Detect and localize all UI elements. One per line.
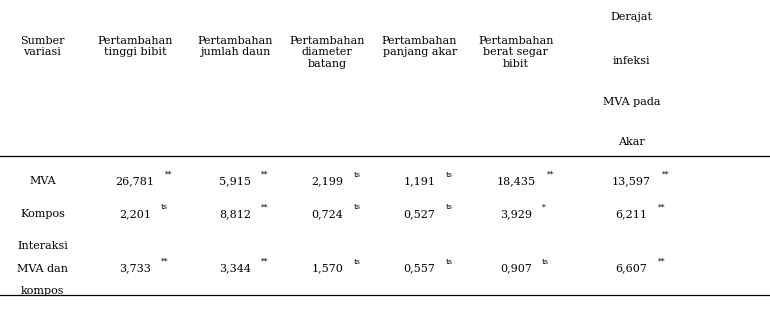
Text: *: * xyxy=(542,203,546,212)
Text: 18,435: 18,435 xyxy=(497,176,535,186)
Text: **: ** xyxy=(161,258,169,266)
Text: Interaksi: Interaksi xyxy=(17,241,68,251)
Text: 6,607: 6,607 xyxy=(615,264,648,274)
Text: ts: ts xyxy=(353,258,360,266)
Text: 2,201: 2,201 xyxy=(119,209,151,219)
Text: 3,929: 3,929 xyxy=(500,209,532,219)
Text: 3,733: 3,733 xyxy=(119,264,151,274)
Text: ts: ts xyxy=(542,258,549,266)
Text: 5,915: 5,915 xyxy=(219,176,251,186)
Text: Akar: Akar xyxy=(618,137,644,147)
Text: MVA: MVA xyxy=(29,176,55,186)
Text: ts: ts xyxy=(446,258,453,266)
Text: 13,597: 13,597 xyxy=(612,176,651,186)
Text: Sumber
variasi: Sumber variasi xyxy=(20,36,65,57)
Text: MVA pada: MVA pada xyxy=(603,97,660,107)
Text: 1,191: 1,191 xyxy=(403,176,436,186)
Text: Pertambahan
tinggi bibit: Pertambahan tinggi bibit xyxy=(97,36,172,57)
Text: 1,570: 1,570 xyxy=(311,264,343,274)
Text: Pertambahan
jumlah daun: Pertambahan jumlah daun xyxy=(197,36,273,57)
Text: 26,781: 26,781 xyxy=(116,176,154,186)
Text: ts: ts xyxy=(353,203,360,212)
Text: ts: ts xyxy=(161,203,168,212)
Text: **: ** xyxy=(261,203,269,212)
Text: **: ** xyxy=(658,203,665,212)
Text: 0,527: 0,527 xyxy=(403,209,436,219)
Text: 2,199: 2,199 xyxy=(311,176,343,186)
Text: 8,812: 8,812 xyxy=(219,209,251,219)
Text: Pertambahan
diameter
batang: Pertambahan diameter batang xyxy=(290,36,365,69)
Text: kompos: kompos xyxy=(21,286,64,296)
Text: ts: ts xyxy=(353,171,360,179)
Text: ts: ts xyxy=(446,203,453,212)
Text: Kompos: Kompos xyxy=(20,209,65,219)
Text: 0,724: 0,724 xyxy=(311,209,343,219)
Text: **: ** xyxy=(547,171,554,179)
Text: **: ** xyxy=(658,258,665,266)
Text: 0,557: 0,557 xyxy=(403,264,436,274)
Text: 0,907: 0,907 xyxy=(500,264,532,274)
Text: ts: ts xyxy=(446,171,453,179)
Text: **: ** xyxy=(261,258,269,266)
Text: **: ** xyxy=(166,171,173,179)
Text: **: ** xyxy=(662,171,670,179)
Text: Derajat: Derajat xyxy=(611,12,652,22)
Text: **: ** xyxy=(261,171,269,179)
Text: 6,211: 6,211 xyxy=(615,209,648,219)
Text: 3,344: 3,344 xyxy=(219,264,251,274)
Text: Pertambahan
berat segar
bibit: Pertambahan berat segar bibit xyxy=(478,36,554,69)
Text: Pertambahan
panjang akar: Pertambahan panjang akar xyxy=(382,36,457,57)
Text: infeksi: infeksi xyxy=(613,56,650,66)
Text: MVA dan: MVA dan xyxy=(17,264,68,274)
